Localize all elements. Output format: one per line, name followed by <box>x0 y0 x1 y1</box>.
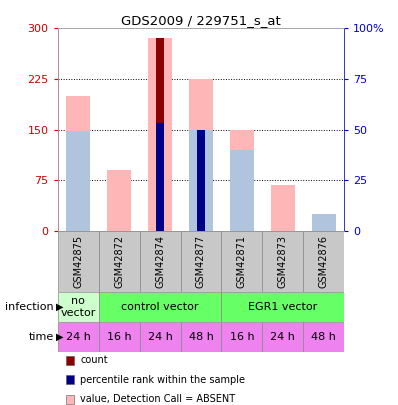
Bar <box>271 185 295 231</box>
Text: 24 h: 24 h <box>148 332 172 342</box>
Text: GSM42877: GSM42877 <box>196 234 206 288</box>
Bar <box>312 214 336 231</box>
Bar <box>140 231 181 292</box>
Text: 16 h: 16 h <box>230 332 254 342</box>
Text: 48 h: 48 h <box>189 332 213 342</box>
Bar <box>140 322 181 352</box>
Bar <box>262 231 303 292</box>
Bar <box>156 123 164 231</box>
Text: GSM42872: GSM42872 <box>114 234 124 288</box>
Bar <box>148 38 172 231</box>
Text: 16 h: 16 h <box>107 332 131 342</box>
Bar <box>99 322 140 352</box>
Text: EGR1 vector: EGR1 vector <box>248 302 318 312</box>
Bar <box>181 322 221 352</box>
Bar <box>58 292 99 322</box>
Text: ▶: ▶ <box>56 332 63 342</box>
Text: control vector: control vector <box>121 302 199 312</box>
Text: 24 h: 24 h <box>270 332 295 342</box>
Bar <box>303 231 344 292</box>
Text: GSM42871: GSM42871 <box>237 235 247 288</box>
Bar <box>58 322 99 352</box>
Bar <box>58 231 99 292</box>
Bar <box>156 38 164 231</box>
Bar <box>197 130 205 231</box>
Text: GSM42876: GSM42876 <box>319 235 329 288</box>
Text: GSM42875: GSM42875 <box>73 234 83 288</box>
Bar <box>221 231 262 292</box>
Text: value, Detection Call = ABSENT: value, Detection Call = ABSENT <box>80 394 236 404</box>
Text: no
vector: no vector <box>60 296 96 318</box>
Text: GSM42874: GSM42874 <box>155 235 165 288</box>
Bar <box>99 231 140 292</box>
Bar <box>99 292 221 322</box>
Bar <box>312 217 336 231</box>
Bar <box>107 170 131 231</box>
Bar <box>221 322 262 352</box>
Bar <box>66 131 90 231</box>
Bar <box>230 150 254 231</box>
Text: GSM42873: GSM42873 <box>278 235 288 288</box>
Text: percentile rank within the sample: percentile rank within the sample <box>80 375 246 385</box>
Text: ▶: ▶ <box>56 302 63 312</box>
Text: 24 h: 24 h <box>66 332 91 342</box>
Title: GDS2009 / 229751_s_at: GDS2009 / 229751_s_at <box>121 14 281 27</box>
Bar <box>189 130 213 231</box>
Bar <box>181 231 221 292</box>
Bar <box>230 130 254 231</box>
Bar <box>189 79 213 231</box>
Bar <box>221 292 344 322</box>
Bar <box>303 322 344 352</box>
Bar <box>262 322 303 352</box>
Text: 48 h: 48 h <box>311 332 336 342</box>
Text: time: time <box>29 332 54 342</box>
Text: count: count <box>80 356 108 365</box>
Bar <box>66 96 90 231</box>
Text: infection: infection <box>5 302 54 312</box>
